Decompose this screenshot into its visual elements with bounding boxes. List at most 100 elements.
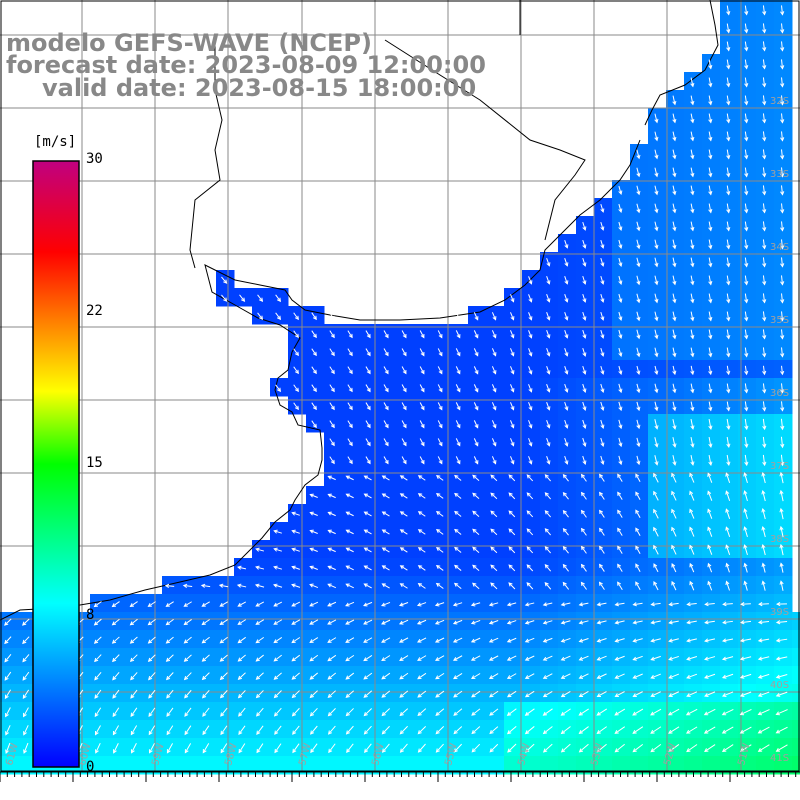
wind-cell	[612, 180, 631, 199]
wind-arrow	[672, 293, 676, 303]
wind-arrow	[401, 348, 407, 356]
wind-arrow-head	[744, 83, 749, 88]
wind-arrow-head	[708, 370, 713, 376]
wind-arrow	[653, 545, 659, 555]
wind-cell	[612, 216, 631, 235]
wind-arrow	[672, 167, 676, 177]
wind-arrow-head	[510, 370, 515, 375]
wind-arrow-head	[183, 675, 189, 681]
wind-arrow-head	[672, 443, 677, 448]
wind-arrow-head	[111, 603, 117, 608]
wind-arrow-head	[310, 748, 315, 754]
wind-cell	[756, 270, 775, 289]
wind-arrow-head	[528, 442, 533, 447]
wind-arrow	[690, 149, 694, 159]
wind-arrow-head	[454, 474, 459, 479]
wind-arrow-head	[668, 602, 673, 607]
wind-cell	[684, 270, 703, 289]
wind-cell	[702, 558, 721, 577]
wind-arrow-head	[327, 712, 332, 717]
wind-cell	[288, 378, 307, 397]
wind-arrow	[454, 547, 462, 553]
wind-arrow-head	[672, 190, 677, 196]
wind-arrow	[726, 95, 730, 105]
wind-cell	[648, 756, 667, 775]
wind-arrow-head	[526, 528, 531, 533]
wind-arrow	[526, 582, 534, 590]
wind-arrow-head	[636, 352, 641, 358]
wind-cell	[684, 612, 703, 631]
wind-arrow-head	[452, 638, 458, 643]
wind-arrow	[95, 725, 101, 735]
wind-arrow	[508, 564, 516, 572]
wind-arrow-head	[743, 490, 748, 495]
wind-arrow-head	[219, 675, 225, 681]
wind-cell	[306, 756, 325, 775]
wind-arrow	[740, 726, 752, 734]
wind-arrow-head	[636, 370, 641, 375]
wind-arrow	[762, 77, 766, 87]
wind-cell	[342, 324, 361, 343]
wind-arrow-head	[780, 65, 785, 70]
wind-arrow	[744, 418, 748, 430]
wind-arrow	[762, 149, 766, 159]
wind-arrow-head	[327, 602, 332, 607]
wind-arrow-head	[398, 602, 404, 607]
wind-arrow-head	[435, 748, 440, 753]
wind-arrow	[758, 620, 770, 624]
wind-cell	[468, 558, 487, 577]
wind-arrow	[546, 330, 550, 338]
wind-arrow	[365, 456, 371, 464]
wind-cell	[324, 540, 343, 559]
wind-cell	[648, 450, 667, 469]
wind-arrow-head	[363, 730, 368, 735]
wind-cell	[630, 504, 649, 523]
colorbar-unit: [m/s]	[34, 134, 77, 150]
wind-arrow-head	[366, 441, 371, 447]
wind-arrow-head	[508, 492, 513, 497]
wind-arrow-head	[166, 712, 171, 717]
wind-arrow-head	[564, 334, 569, 339]
wind-arrow	[744, 347, 748, 357]
wind-arrow-head	[726, 28, 731, 34]
wind-arrow-head	[596, 711, 601, 716]
wind-arrow-head	[580, 509, 585, 515]
wind-arrow	[632, 726, 644, 734]
wind-cell	[738, 540, 757, 559]
wind-cell	[666, 468, 685, 487]
wind-cell	[738, 36, 757, 55]
wind-arrow-head	[744, 227, 749, 232]
wind-arrow	[618, 221, 622, 231]
wind-arrow	[686, 691, 698, 697]
wind-arrow-head	[686, 620, 691, 625]
wind-arrow-head	[470, 638, 476, 643]
wind-arrow-head	[632, 620, 637, 625]
wind-cell	[576, 540, 595, 559]
wind-cell	[486, 324, 505, 343]
wind-arrow-head	[707, 580, 712, 586]
wind-cell	[432, 486, 451, 505]
wind-arrow	[310, 707, 318, 717]
wind-arrow-head	[726, 262, 731, 268]
wind-arrow	[726, 23, 730, 33]
wind-arrow	[329, 402, 335, 410]
wind-arrow-head	[508, 474, 513, 479]
wind-arrow-head	[472, 474, 477, 479]
wind-arrow-head	[399, 475, 405, 480]
wind-cell	[396, 378, 415, 397]
wind-arrow	[744, 5, 748, 15]
wind-arrow-head	[653, 563, 658, 568]
wind-arrow	[758, 656, 770, 660]
wind-arrow-head	[596, 748, 601, 753]
wind-cell	[666, 540, 685, 559]
wind-arrow	[543, 690, 553, 698]
wind-arrow	[781, 239, 783, 249]
wind-arrow-head	[762, 11, 767, 16]
wind-arrow-head	[363, 529, 368, 534]
wind-arrow-head	[725, 562, 730, 568]
wind-arrow	[581, 474, 587, 482]
wind-arrow	[689, 473, 695, 483]
wind-cell	[630, 558, 649, 577]
wind-arrow-head	[506, 656, 512, 661]
wind-cell	[540, 396, 559, 415]
